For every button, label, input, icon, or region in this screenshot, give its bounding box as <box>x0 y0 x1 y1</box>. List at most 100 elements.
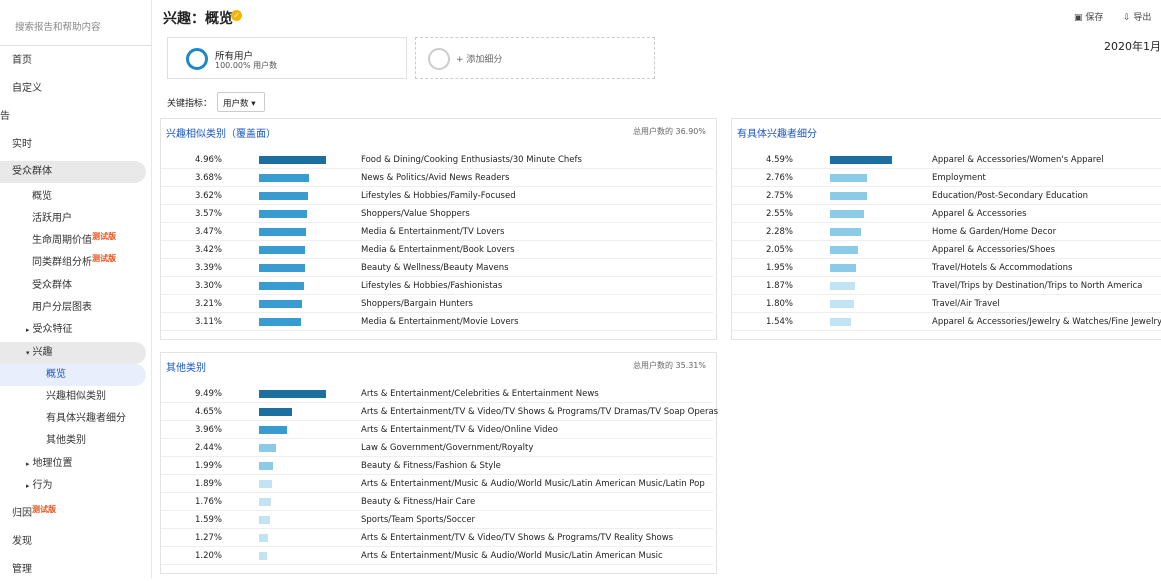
row-category-link[interactable]: Arts & Entertainment/Music & Audio/World… <box>361 551 663 561</box>
collapsed-arrow-icon: ▸ <box>26 326 30 334</box>
row-category-link[interactable]: Arts & Entertainment/TV & Video/TV Shows… <box>361 407 719 417</box>
table-row: 1.99% Beauty & Fitness/Fashion & Style <box>161 457 713 475</box>
sidebar-item[interactable]: 告 <box>0 106 146 128</box>
row-category-link[interactable]: Travel/Trips by Destination/Trips to Nor… <box>932 281 1143 291</box>
row-percent: 1.27% <box>195 533 223 543</box>
sidebar-item[interactable]: ▸ 受众特征 <box>0 319 146 341</box>
row-category-link[interactable]: News & Politics/Avid News Readers <box>361 173 510 183</box>
sidebar-item[interactable]: ▾ 兴趣 <box>0 342 146 364</box>
sidebar-item[interactable]: 其他类别 <box>0 430 146 452</box>
row-category-link[interactable]: Travel/Air Travel <box>932 299 1000 309</box>
row-category-link[interactable]: Shoppers/Bargain Hunters <box>361 299 473 309</box>
row-category-link[interactable]: Apparel & Accessories <box>932 209 1027 219</box>
row-category-link[interactable]: Lifestyles & Hobbies/Fashionistas <box>361 281 503 291</box>
table-row: 3.62% Lifestyles & Hobbies/Family-Focused <box>161 187 713 205</box>
sidebar-search-input[interactable]: 搜索报告和帮助内容 <box>0 0 152 46</box>
add-segment-ring-icon <box>428 48 450 70</box>
sidebar-item[interactable]: 实时 <box>0 134 146 156</box>
row-category-link[interactable]: Lifestyles & Hobbies/Family-Focused <box>361 191 516 201</box>
sidebar-item[interactable]: 活跃用户 <box>0 208 146 230</box>
beta-badge: 测试版 <box>92 232 116 241</box>
row-category-link[interactable]: Media & Entertainment/Movie Lovers <box>361 317 519 327</box>
row-category-link[interactable]: Arts & Entertainment/Music & Audio/World… <box>361 479 705 489</box>
row-category-link[interactable]: Beauty & Wellness/Beauty Mavens <box>361 263 509 273</box>
sidebar-item-label: 生命周期价值 <box>32 235 92 246</box>
row-category-link[interactable]: Employment <box>932 173 986 183</box>
sidebar-item[interactable]: 生命周期价值测试版 <box>0 230 146 252</box>
panel-title[interactable]: 有具体兴趣者细分 <box>737 129 817 140</box>
sidebar-item[interactable]: 兴趣相似类别 <box>0 386 146 408</box>
sidebar-item-label: 地理位置 <box>32 458 73 469</box>
sidebar-item[interactable]: 同类群组分析测试版 <box>0 252 146 274</box>
row-category-link[interactable]: Apparel & Accessories/Shoes <box>932 245 1056 255</box>
row-category-link[interactable]: Food & Dining/Cooking Enthusiasts/30 Min… <box>361 155 582 165</box>
row-category-link[interactable]: Apparel & Accessories/Jewelry & Watches/… <box>932 317 1161 327</box>
row-percent: 9.49% <box>195 389 223 399</box>
key-metric-select[interactable]: 用户数 ▾ <box>217 92 265 112</box>
row-category-link[interactable]: Arts & Entertainment/TV & Video/TV Shows… <box>361 533 674 543</box>
sidebar-item[interactable]: 首页 <box>0 50 146 72</box>
sidebar-item[interactable]: 有具体兴趣者细分 <box>0 408 146 430</box>
sidebar-item[interactable]: 受众群体 <box>0 275 146 297</box>
row-category-link[interactable]: Arts & Entertainment/TV & Video/Online V… <box>361 425 558 435</box>
table-row: 2.44% Law & Government/Government/Royalty <box>161 439 713 457</box>
save-icon: ▣ <box>1074 13 1083 23</box>
date-range[interactable]: 2020年1月 <box>1104 40 1161 53</box>
row-percent: 3.11% <box>195 317 223 327</box>
panel-title[interactable]: 其他类别 <box>166 363 206 374</box>
row-category-link[interactable]: Media & Entertainment/Book Lovers <box>361 245 515 255</box>
export-button[interactable]: ⇩ 导出 <box>1123 13 1152 23</box>
other-category-panel: 其他类别 总用户数的 35.31% 9.49% Arts & Entertainmen… <box>160 352 719 574</box>
sidebar-item[interactable]: 用户分层图表 <box>0 297 146 319</box>
table-row: 1.89% Arts & Entertainment/Music & Audio/… <box>161 475 713 493</box>
sidebar-item-label: 实时 <box>12 139 32 150</box>
table-row: 3.57% Shoppers/Value Shoppers <box>161 205 713 223</box>
sidebar-item[interactable]: 受众群体 <box>0 161 146 183</box>
sidebar-item-label: 告 <box>0 111 10 122</box>
sidebar-item[interactable]: ▸ 行为 <box>0 475 146 497</box>
sidebar-item[interactable]: 归因测试版 <box>0 503 146 525</box>
row-category-link[interactable]: Beauty & Fitness/Hair Care <box>361 497 476 507</box>
segment-all-users[interactable]: 所有用户 100.00% 用户数 <box>167 37 407 79</box>
sidebar-item[interactable]: 自定义 <box>0 78 146 100</box>
row-bar <box>259 516 270 524</box>
row-category-link[interactable]: Arts & Entertainment/Celebrities & Enter… <box>361 389 599 399</box>
row-percent: 1.89% <box>195 479 223 489</box>
panel-title[interactable]: 兴趣相似类别（覆盖面） <box>166 129 276 140</box>
row-category-link[interactable]: Shoppers/Value Shoppers <box>361 209 470 219</box>
sidebar-item[interactable]: 概览 <box>0 364 146 386</box>
row-category-link[interactable]: Travel/Hotels & Accommodations <box>932 263 1073 273</box>
row-percent: 1.95% <box>766 263 794 273</box>
sidebar-item-label: 其他类别 <box>46 435 86 446</box>
sidebar-item[interactable]: 管理 <box>0 559 146 581</box>
row-bar <box>830 210 864 218</box>
row-percent: 2.05% <box>766 245 794 255</box>
row-bar <box>259 498 271 506</box>
row-category-link[interactable]: Sports/Team Sports/Soccer <box>361 515 476 525</box>
row-percent: 3.57% <box>195 209 223 219</box>
row-percent: 1.20% <box>195 551 223 561</box>
row-category-link[interactable]: Media & Entertainment/TV Lovers <box>361 227 505 237</box>
row-category-link[interactable]: Education/Post-Secondary Education <box>932 191 1089 201</box>
sidebar-item-label: 兴趣 <box>32 347 53 358</box>
sidebar-item-label: 发现 <box>12 536 32 547</box>
table-row: 4.59% Apparel & Accessories/Women's Appar… <box>732 151 1161 169</box>
row-category-link[interactable]: Law & Government/Government/Royalty <box>361 443 534 453</box>
sidebar-item[interactable]: ▸ 地理位置 <box>0 453 146 475</box>
row-bar <box>259 462 273 470</box>
sidebar-item[interactable]: 概览 <box>0 186 146 208</box>
sidebar-item[interactable]: 发现 <box>0 531 146 553</box>
row-category-link[interactable]: Apparel & Accessories/Women's Apparel <box>932 155 1104 165</box>
row-percent: 4.96% <box>195 155 223 165</box>
row-bar <box>259 480 272 488</box>
sidebar-item-label: 行为 <box>32 480 53 491</box>
row-percent: 2.28% <box>766 227 794 237</box>
table-row: 1.54% Apparel & Accessories/Jewelry & Wat… <box>732 313 1161 331</box>
row-category-link[interactable]: Home & Garden/Home Decor <box>932 227 1057 237</box>
row-category-link[interactable]: Beauty & Fitness/Fashion & Style <box>361 461 501 471</box>
add-segment-button[interactable]: + 添加细分 <box>415 37 655 79</box>
save-button[interactable]: ▣ 保存 <box>1074 13 1104 23</box>
row-bar <box>259 156 326 164</box>
collapsed-arrow-icon: ▸ <box>26 460 30 468</box>
collapsed-arrow-icon: ▸ <box>26 482 30 490</box>
